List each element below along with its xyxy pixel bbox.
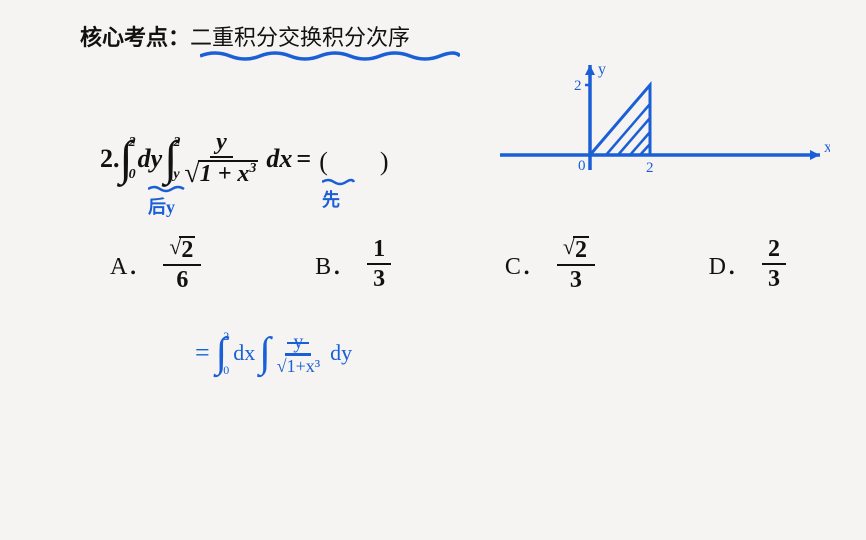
int2-lower: y [173,168,180,182]
header-bold: 核心考点： [80,25,190,50]
option-C: C． √2 3 [505,235,599,292]
region-diagram: x y 0 2 2 [500,60,830,190]
w-int2: ∫ [259,332,271,374]
handwritten-working: = ∫ 2 0 dx ∫ y √1+x³ dy [195,330,352,376]
option-B: B． 1 3 [315,235,395,292]
x-tick-2: 2 [646,160,654,176]
frac-num: y [210,130,233,158]
y-axis-label: y [598,61,606,78]
q-number: 2. [100,144,120,174]
dx: dx [266,144,292,174]
int1-lower: 0 [129,168,136,182]
options: A． √2 6 B． 1 3 C． √2 3 D． 2 3 [110,235,790,292]
option-D: D． 2 3 [709,235,790,292]
equals: = [296,144,311,174]
origin-label: 0 [578,158,586,174]
header-rest: 二重积分交换积分次序 [190,25,410,50]
x-axis-label: x [824,139,830,156]
y-tick-2: 2 [574,78,582,94]
w-frac: y √1+x³ [277,332,320,375]
header: 核心考点：二重积分交换积分次序 [80,20,410,52]
int2-upper: 2 [173,136,180,150]
option-A: A． √2 6 [110,235,205,292]
paren: ( ) [319,141,388,178]
header-underline-wave [200,50,460,62]
hand-anno-houy: 后y [148,185,188,219]
dy: dy [138,144,163,174]
hand-anno-xian: 先 [322,178,356,212]
frac-den: √ 1 + x3 [184,158,258,188]
integrand-frac: y √ 1 + x3 [184,130,258,188]
int1-upper: 2 [129,136,136,150]
